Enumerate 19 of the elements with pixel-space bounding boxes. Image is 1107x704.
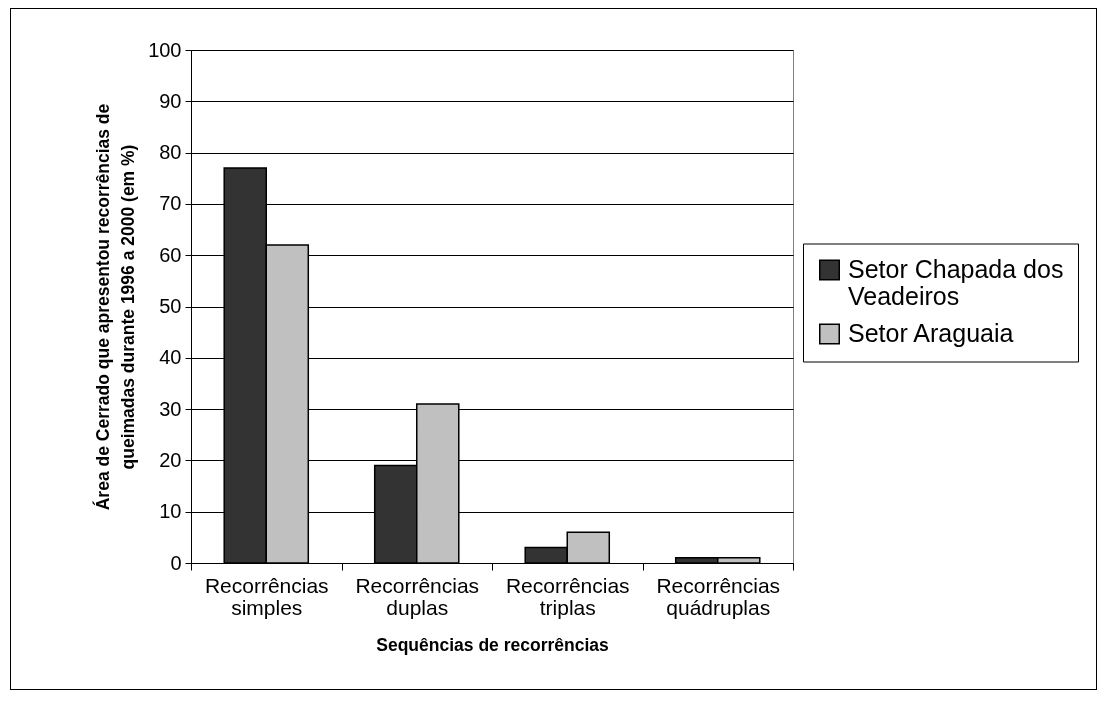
x-tick-label: Recorrências quádruplas <box>656 573 781 619</box>
y-tick-label: 70 <box>159 192 182 215</box>
x-axis-title: Sequências de recorrências <box>376 634 610 655</box>
y-tick-label: 40 <box>159 346 182 369</box>
y-tick-label: 0 <box>170 551 182 574</box>
y-tick-label: 100 <box>148 38 182 61</box>
y-tick-label: 90 <box>159 89 182 112</box>
legend-label: Setor Araguaia <box>848 319 1014 347</box>
y-tick-label: 30 <box>159 397 182 420</box>
y-tick-label: 60 <box>159 243 182 266</box>
y-tick-label: 50 <box>159 295 182 317</box>
y-tick-label: 20 <box>159 448 182 471</box>
x-tick-label: Recorrências duplas <box>355 573 480 619</box>
y-axis-title: Área de Cerrado que apresentou recorrências de queimadas durante 1996 a 2000 (em %) <box>92 103 139 511</box>
y-tick-label: 10 <box>159 500 182 523</box>
x-tick-label: Recorrências triplas <box>505 573 630 619</box>
legend-label: Setor Chapada dos Veadeiros <box>848 255 1064 310</box>
y-tick-label: 80 <box>159 141 182 164</box>
x-tick-label: Recorrências simples <box>204 573 329 619</box>
